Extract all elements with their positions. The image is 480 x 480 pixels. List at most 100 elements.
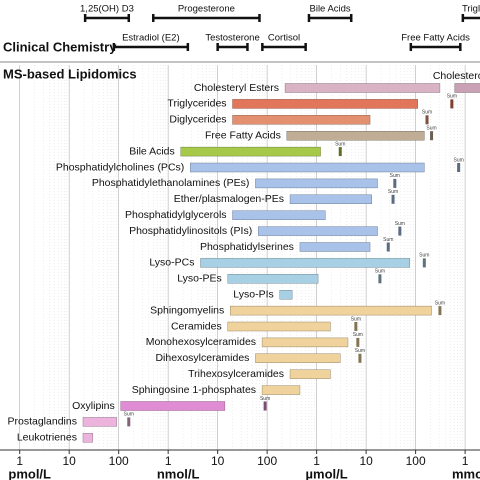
range-bar <box>454 83 480 93</box>
row-label: Phosphatidylserines <box>200 241 294 253</box>
range-bar <box>227 274 319 284</box>
row-label: Sphingosine 1-phosphates <box>132 384 256 396</box>
x-tick-label: 1 <box>16 454 23 468</box>
row-label: Phosphatidylinositols (PIs) <box>129 225 252 237</box>
row-label: Monohexosylceramides <box>146 336 256 348</box>
range-bar <box>120 401 226 411</box>
sum-label: Sum <box>355 348 365 354</box>
clinical-label: Bile Acids <box>310 4 351 15</box>
unit-label: pmol/L <box>8 466 51 480</box>
row-label: Triglycerides <box>167 98 226 110</box>
sum-marker <box>430 131 434 141</box>
row-label: Sphingomyelins <box>150 304 224 316</box>
group-title: MS-based Lipidomics <box>3 66 137 81</box>
row-label: Cholesteryl Esters <box>194 82 279 94</box>
range-bar <box>82 433 93 443</box>
clinical-label: Triglycerides <box>462 4 480 15</box>
x-tick-label: 100 <box>257 454 277 468</box>
sum-label: Sum <box>351 316 361 322</box>
row-label: Phosphatidylcholines (PCs) <box>56 161 184 173</box>
unit-label: µmol/L <box>306 466 348 480</box>
clinical-label: Testosterone <box>205 33 259 44</box>
range-bar <box>230 305 432 316</box>
row-label: Prostaglandins <box>8 416 77 428</box>
range-bar <box>232 99 418 109</box>
row-label: Ether/plasmalogen-PEs <box>174 193 284 205</box>
row-label: Lyso-PCs <box>149 257 194 269</box>
range-bar <box>289 194 372 205</box>
range-bar <box>232 115 371 125</box>
unit-label: nmol/L <box>157 466 200 480</box>
sum-marker <box>425 115 429 125</box>
sum-marker <box>386 242 390 252</box>
range-bar <box>284 83 441 93</box>
range-bar <box>200 258 410 268</box>
group-title: Clinical Chemistry <box>3 39 117 54</box>
sum-label: Sum <box>383 237 393 243</box>
sum-marker <box>358 353 362 363</box>
row-label: Lyso-PIs <box>233 288 273 300</box>
row-label: Bile Acids <box>129 145 175 157</box>
range-bar <box>258 226 378 236</box>
row-label: Phosphatidylethanolamines (PEs) <box>92 177 250 189</box>
row-label: Leukotrienes <box>17 432 77 444</box>
sum-label: Sum <box>426 126 436 132</box>
sum-label: Sum <box>335 141 345 147</box>
unit-label: mmol/L <box>452 466 480 480</box>
x-tick-label: 10 <box>211 454 225 468</box>
sum-marker <box>354 322 358 331</box>
row-label: Oxylipins <box>72 400 115 412</box>
sum-marker <box>450 99 454 109</box>
sum-label: Sum <box>419 253 429 259</box>
range-bar <box>190 162 425 173</box>
x-tick-label: 1 <box>313 454 320 468</box>
range-bar <box>255 353 341 363</box>
sum-label: Sum <box>353 332 363 338</box>
range-bar <box>286 130 425 141</box>
sum-label: Sum <box>390 173 400 179</box>
range-bar <box>255 178 378 189</box>
row-label: Phosphatidylglycerols <box>125 209 227 221</box>
sum-label: Sum <box>260 396 270 402</box>
x-tick-label: 10 <box>359 454 373 468</box>
x-tick-label: 1 <box>165 454 172 468</box>
range-bar <box>261 385 301 395</box>
row-label: Free Fatty Acids <box>205 129 281 141</box>
sum-label: Sum <box>388 189 398 195</box>
clinical-label: Free Fatty Acids <box>401 33 470 44</box>
sum-marker <box>356 337 360 347</box>
clinical-label: Estradiol (E2) <box>122 33 180 44</box>
range-bar <box>279 290 293 300</box>
row-label: Trihexosylceramides <box>188 368 284 380</box>
sum-marker <box>438 306 442 316</box>
sum-marker <box>457 163 461 172</box>
row-label: Cholesterol <box>433 70 480 82</box>
sum-label: Sum <box>375 269 385 275</box>
row-label: Ceramides <box>171 320 222 332</box>
sum-label: Sum <box>435 300 445 306</box>
range-bar <box>82 417 117 427</box>
x-tick-label: 100 <box>406 454 426 468</box>
range-bar <box>232 210 326 220</box>
sum-label: Sum <box>422 110 432 116</box>
clinical-label: 1,25(OH) D3 <box>80 4 134 15</box>
sum-marker <box>263 401 267 411</box>
clinical-label: Cortisol <box>268 33 300 44</box>
sum-marker <box>127 417 131 427</box>
clinical-label: Progesterone <box>178 4 235 15</box>
range-bar <box>289 369 331 379</box>
sum-marker <box>422 258 426 268</box>
row-label: Lyso-PEs <box>177 273 222 285</box>
grid <box>19 65 466 450</box>
sum-marker <box>338 147 342 157</box>
sum-label: Sum <box>395 221 405 227</box>
range-bar <box>227 321 331 332</box>
row-label: Diglycerides <box>169 114 226 126</box>
sum-marker <box>398 226 402 236</box>
sum-marker <box>393 178 397 188</box>
sum-marker <box>378 274 382 284</box>
row-label: Dihexosylceramides <box>155 352 249 364</box>
range-bar <box>261 337 349 348</box>
x-tick-label: 10 <box>63 454 77 468</box>
